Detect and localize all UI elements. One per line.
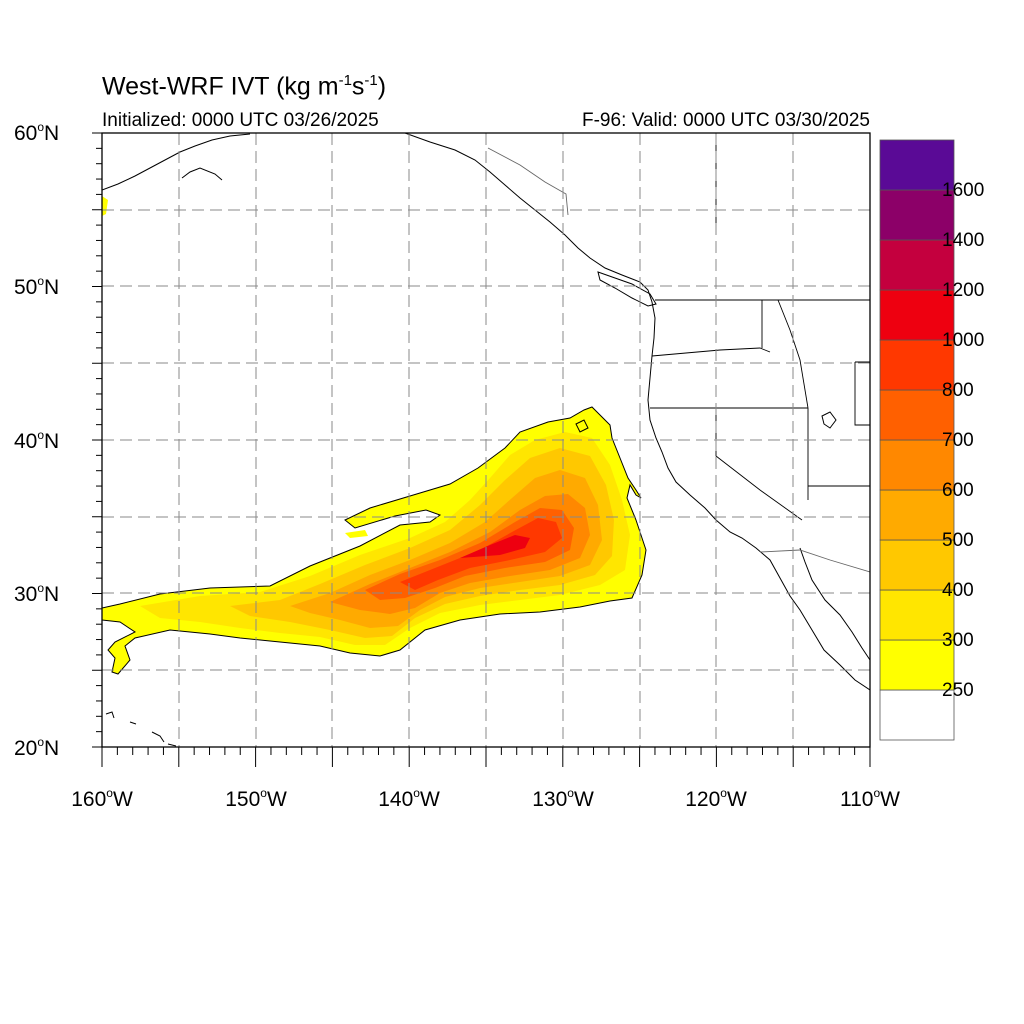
- lon-label-140w: 140oW: [378, 786, 440, 811]
- colorbar-label: 250: [942, 680, 974, 701]
- colorbar-swatch: [879, 489, 955, 541]
- colorbar-label: 1600: [942, 180, 985, 201]
- kodiak-coast: [181, 167, 223, 181]
- ivt-250-edge-patch: [102, 196, 108, 216]
- colorbar-label: 1400: [942, 230, 985, 251]
- graticule: [102, 133, 870, 747]
- wa-or-border: [651, 347, 771, 357]
- colorbar-swatch: [879, 639, 955, 691]
- lon-label-120w: 120oW: [685, 786, 747, 811]
- baja-gulf-coast: [799, 547, 870, 661]
- us-mexico-border: [759, 549, 870, 573]
- colorbar-swatch: [879, 389, 955, 441]
- colorbar-swatch: [879, 289, 955, 341]
- lon-label-150w: 150oW: [225, 786, 287, 811]
- colorbar-label: 800: [942, 380, 974, 401]
- colorbar: [879, 139, 955, 741]
- lon-label-130w: 130oW: [532, 786, 594, 811]
- colorbar-label: 1200: [942, 280, 985, 301]
- lat-label-60: 60oN: [14, 120, 60, 145]
- colorbar-swatch: [879, 139, 955, 191]
- axis-ticks: [92, 132, 871, 767]
- valid-time-label: F-96: Valid: 0000 UTC 03/30/2025: [582, 110, 870, 131]
- vancouver-island: [597, 271, 657, 307]
- colorbar-swatch: [879, 339, 955, 391]
- wy-border: [854, 361, 870, 426]
- colorbar-label: 1000: [942, 330, 985, 351]
- coastlines: [102, 133, 870, 747]
- map-title: West-WRF IVT (kg m-1s-1): [102, 72, 387, 101]
- colorbar-label: 600: [942, 480, 974, 501]
- colorbar-swatch: [879, 539, 955, 591]
- lat-label-50: 50oN: [14, 274, 60, 299]
- colorbar-label: 700: [942, 430, 974, 451]
- bc-coast-border: [487, 147, 569, 216]
- state-boundaries: [487, 133, 870, 573]
- initialized-label: Initialized: 0000 UTC 03/26/2025: [102, 110, 379, 131]
- lon-label-160w: 160oW: [71, 786, 133, 811]
- colorbar-label: 400: [942, 580, 974, 601]
- colorbar-label: 500: [942, 530, 974, 551]
- alaska-coast: [102, 133, 251, 191]
- id-mt-border: [777, 299, 809, 409]
- great-salt-lake: [821, 411, 837, 429]
- hawaii-islands: [105, 711, 177, 747]
- north-america-coast: [404, 133, 870, 691]
- colorbar-swatch: [879, 239, 955, 291]
- lat-label-40: 40oN: [14, 428, 60, 453]
- lat-label-20: 20oN: [14, 735, 60, 760]
- ivt-1000-contour: [460, 535, 530, 558]
- lon-label-110w: 110oW: [840, 786, 900, 811]
- colorbar-swatch: [879, 589, 955, 641]
- ivt-250-small-patch: [345, 530, 368, 538]
- plume-lake-feature: [575, 419, 589, 433]
- lat-label-30: 30oN: [14, 581, 60, 606]
- colorbar-label: 300: [942, 630, 974, 651]
- colorbar-swatch: [879, 689, 955, 741]
- ca-nv-border: [715, 408, 803, 521]
- ivt-plume: [102, 196, 647, 675]
